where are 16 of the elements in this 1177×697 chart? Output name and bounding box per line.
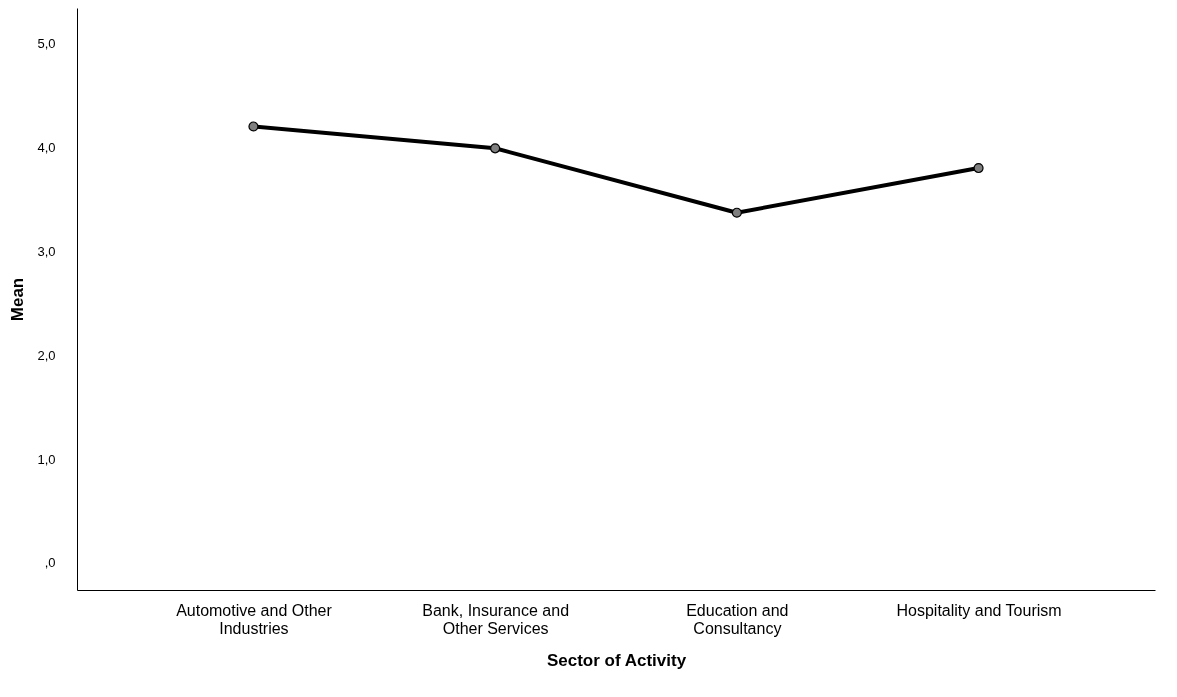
y-tick-label: 4,0 (37, 139, 56, 155)
x-tick-label: Bank, Insurance and Other Services (422, 601, 570, 637)
point (731, 207, 742, 218)
x-tick-label: Hospitality and Tourism (896, 601, 1062, 619)
y-tick-label: 3,0 (37, 243, 56, 259)
x-tick-label: Automotive and Other Industries (176, 601, 333, 637)
point (973, 162, 984, 174)
y-tick-label: 2,0 (37, 347, 56, 363)
x-tick-label: Education and Consultancy (686, 601, 789, 637)
y-tick-label: 5,0 (37, 35, 56, 51)
y-axis-title: Mean (8, 277, 28, 322)
x-axis-title: Sector of Activity (546, 650, 687, 670)
y-tick-label: 1,0 (37, 451, 56, 467)
point (248, 121, 259, 132)
y-tick-label: ,0 (44, 555, 56, 571)
point (490, 143, 501, 154)
